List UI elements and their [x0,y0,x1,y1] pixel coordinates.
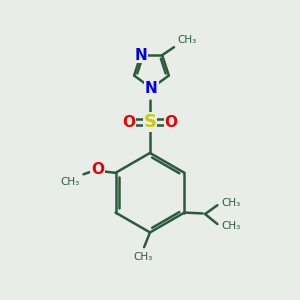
Text: O: O [165,115,178,130]
Text: CH₃: CH₃ [177,35,196,45]
Text: CH₃: CH₃ [222,198,241,208]
Text: N: N [134,48,147,63]
Text: O: O [122,115,135,130]
Text: S: S [143,113,157,131]
Text: CH₃: CH₃ [222,221,241,231]
Text: CH₃: CH₃ [60,177,80,187]
Text: N: N [145,81,158,96]
Text: O: O [91,162,104,177]
Text: CH₃: CH₃ [133,252,152,262]
